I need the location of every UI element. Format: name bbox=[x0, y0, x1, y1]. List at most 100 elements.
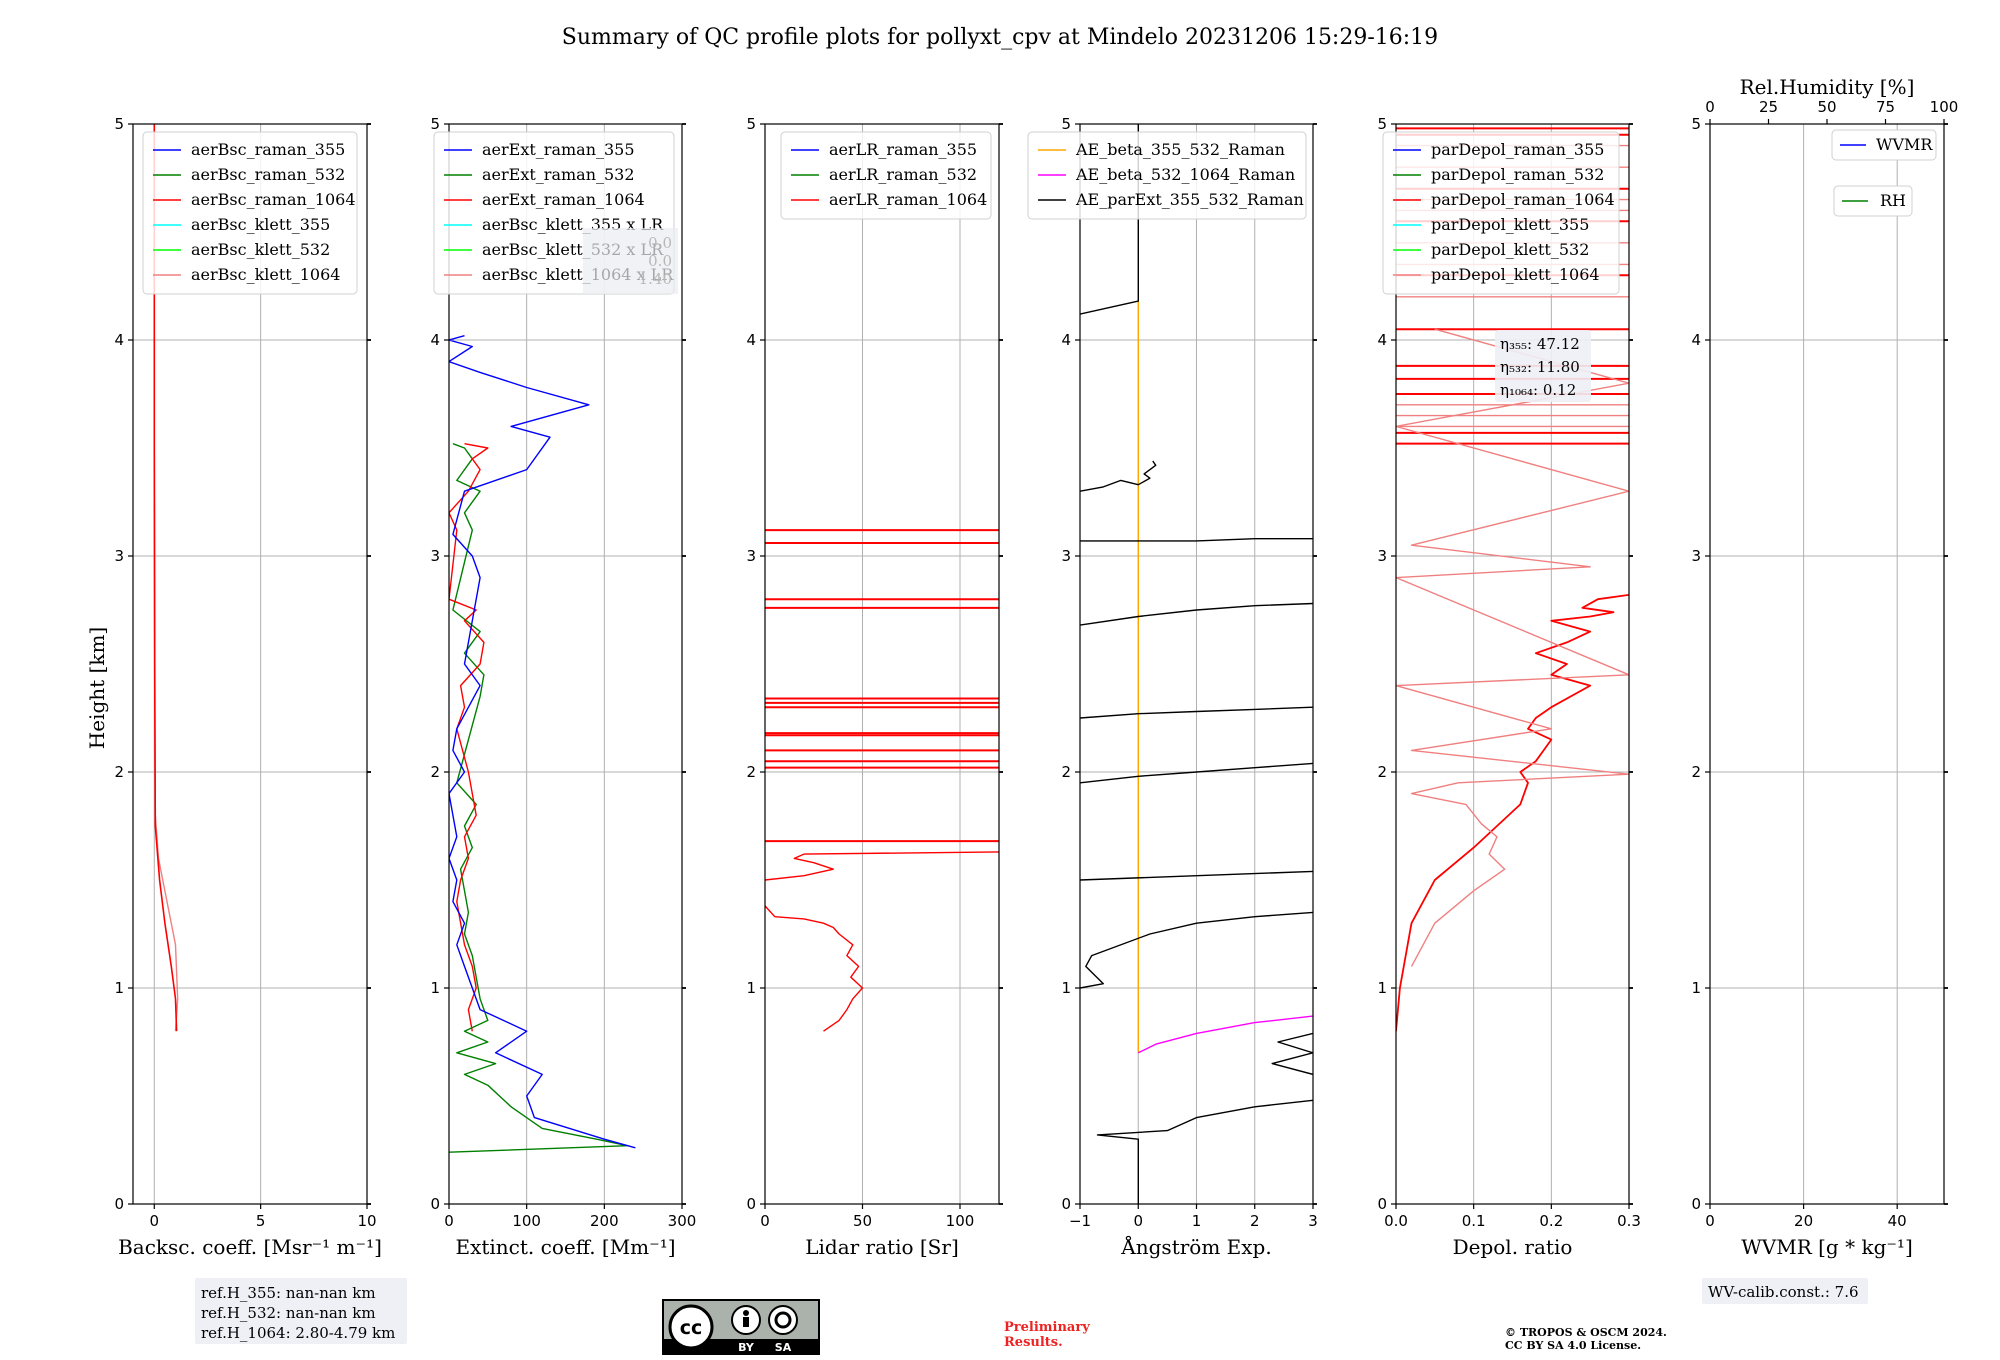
y-tick-label: 4 bbox=[746, 331, 756, 349]
series-AE_beta_532_1064_Raman bbox=[1137, 1015, 1313, 1054]
by-person-head bbox=[743, 1310, 749, 1316]
x-tick-label: 3 bbox=[1308, 1212, 1318, 1230]
y-tick-label: 4 bbox=[1061, 331, 1071, 349]
x-tick-label: 0.2 bbox=[1539, 1212, 1563, 1230]
y-tick-label: 0 bbox=[1377, 1195, 1387, 1213]
panel-depol: 0.0 0.1 0.2 0.3 0 1 2 3 4 5 Depol. ratio parDepol_r… bbox=[1377, 115, 1640, 1259]
x-axis-label-wvmr: WVMR [g * kg⁻¹] bbox=[1741, 1235, 1913, 1259]
top-x-tick-label: 100 bbox=[1930, 98, 1959, 116]
cc-license-badge: cc BY SA bbox=[662, 1299, 820, 1355]
axes-frame bbox=[448, 123, 683, 1205]
legend-entry: aerExt_raman_1064 bbox=[482, 190, 645, 209]
x-axis-label-backscatter: Backsc. coeff. [Msr⁻¹ m⁻¹] bbox=[118, 1235, 382, 1259]
series-AE_parExt_seg2 bbox=[1271, 1032, 1313, 1076]
series-AE_parExt_seg1 bbox=[1096, 1099, 1313, 1204]
y-tick-label: 0 bbox=[430, 1195, 440, 1213]
ref-h-532: ref.H_532: nan-nan km bbox=[201, 1304, 376, 1322]
x-tick-label: 40 bbox=[1888, 1212, 1907, 1230]
plot-area-extinction bbox=[449, 335, 636, 1153]
series-AE_parExt_seg6 bbox=[1080, 706, 1313, 719]
y-tick-label: 3 bbox=[1377, 547, 1387, 565]
y-tick-label: 2 bbox=[430, 763, 440, 781]
y-tick-label: 3 bbox=[430, 547, 440, 565]
legend-entry: aerBsc_klett_532 bbox=[191, 240, 330, 259]
legend-entry: parDepol_raman_532 bbox=[1431, 165, 1604, 184]
y-tick-label: 4 bbox=[1377, 331, 1387, 349]
x-tick-label: 0.3 bbox=[1617, 1212, 1641, 1230]
x-axis-label-angstrom: Ångström Exp. bbox=[1120, 1234, 1271, 1259]
series-AE_parExt_seg8 bbox=[1080, 538, 1313, 542]
series-AE_parExt_seg9 bbox=[1080, 460, 1157, 492]
legend-entry: aerBsc_klett_355 bbox=[191, 215, 330, 234]
legend-entry: parDepol_raman_1064 bbox=[1431, 190, 1615, 209]
legend-box bbox=[780, 131, 992, 220]
y-tick-label: 1 bbox=[1061, 979, 1071, 997]
y-axis-label: Height [km] bbox=[85, 627, 109, 749]
x-tick-label: 100 bbox=[512, 1212, 541, 1230]
cc-glyph: cc bbox=[680, 1317, 703, 1339]
hidden-info-bg bbox=[583, 228, 678, 294]
legend-entry: aerBsc_raman_532 bbox=[191, 165, 345, 184]
wv-calib-bg bbox=[1702, 1278, 1868, 1304]
y-tick-label: 5 bbox=[1061, 115, 1071, 133]
x-tick-label: 300 bbox=[668, 1212, 697, 1230]
copyright-line2: CC BY SA 4.0 License. bbox=[1505, 1339, 1641, 1352]
axes-frame bbox=[764, 123, 1000, 1205]
legend-backscatter: aerBsc_raman_355 aerBsc_raman_532 aerBsc_r… bbox=[142, 131, 358, 295]
y-tick-label: 2 bbox=[1061, 763, 1071, 781]
ref-heights-bg bbox=[195, 1278, 407, 1344]
top-x-tick-label: 50 bbox=[1817, 98, 1836, 116]
y-tick-label: 4 bbox=[430, 331, 440, 349]
panel-lidar_ratio: 0 50 100 0 1 2 3 4 5 Lidar ratio [Sr] aerLR_raman_… bbox=[746, 115, 1003, 1259]
legend-angstrom: AE_beta_355_532_Raman AE_beta_532_1064_Ra… bbox=[1027, 131, 1307, 220]
x-tick-label: 0.1 bbox=[1462, 1212, 1486, 1230]
x-tick-label: 0 bbox=[444, 1212, 454, 1230]
legend-entry: aerExt_raman_532 bbox=[482, 165, 635, 184]
eta-label: η₅₃₂: 11.80 bbox=[1500, 358, 1580, 376]
y-tick-label: 0 bbox=[1061, 1195, 1071, 1213]
x-tick-label: 0 bbox=[760, 1212, 770, 1230]
x-tick-label: 0.0 bbox=[1384, 1212, 1408, 1230]
y-tick-label: 4 bbox=[1691, 331, 1701, 349]
legend-entry: parDepol_klett_1064 bbox=[1431, 265, 1600, 284]
wv-calib-text: WV-calib.const.: 7.6 bbox=[1708, 1283, 1859, 1301]
x-tick-label: −1 bbox=[1069, 1212, 1091, 1230]
series-AE_parExt_seg7 bbox=[1080, 602, 1313, 626]
hidden-info-line: 1.40 bbox=[639, 270, 672, 288]
preliminary-line1: Preliminary bbox=[1004, 1320, 1090, 1335]
x-tick-label: 50 bbox=[853, 1212, 872, 1230]
x-tick-label: 20 bbox=[1794, 1212, 1813, 1230]
ref-h-1064: ref.H_1064: 2.80-4.79 km bbox=[201, 1324, 395, 1342]
panel-extinction: 0 100 200 300 0 1 2 3 4 5 Extinct. coeff. [Mm⁻¹] ae… bbox=[430, 115, 696, 1259]
legend-box bbox=[1382, 131, 1620, 295]
y-tick-label: 2 bbox=[114, 763, 124, 781]
series-AE_parExt_seg5 bbox=[1080, 762, 1313, 784]
plot-area-backscatter bbox=[153, 124, 179, 1032]
series-AE_parExt_seg4 bbox=[1080, 870, 1313, 881]
series-aerExt_raman_355 bbox=[449, 335, 636, 1149]
series-aerExt_raman_532 bbox=[449, 443, 629, 1153]
x-axis-label-depol: Depol. ratio bbox=[1453, 1235, 1573, 1259]
legend-entry-wvmr: WVMR bbox=[1876, 135, 1933, 154]
y-tick-label: 2 bbox=[1377, 763, 1387, 781]
eta-bg bbox=[1495, 330, 1591, 402]
legend-box-rh bbox=[1833, 185, 1913, 217]
y-tick-label: 5 bbox=[1377, 115, 1387, 133]
y-tick-label: 3 bbox=[1691, 547, 1701, 565]
x-axis-label-lidar_ratio: Lidar ratio [Sr] bbox=[805, 1235, 959, 1259]
top-x-tick-label: 0 bbox=[1705, 98, 1715, 116]
y-tick-label: 0 bbox=[746, 1195, 756, 1213]
series-aerBsc_raman_1064 bbox=[153, 124, 178, 1032]
x-axis-label-extinction: Extinct. coeff. [Mm⁻¹] bbox=[455, 1235, 675, 1259]
hidden-info-line: 0.0 bbox=[648, 252, 672, 270]
plot-area-lidar_ratio bbox=[765, 529, 999, 1032]
top-axis-label: Rel.Humidity [%] bbox=[1740, 75, 1915, 99]
x-tick-label: 200 bbox=[590, 1212, 619, 1230]
y-tick-label: 3 bbox=[1061, 547, 1071, 565]
eta-label: η₁₀₆₄: 0.12 bbox=[1500, 381, 1576, 399]
y-tick-label: 3 bbox=[114, 547, 124, 565]
y-tick-label: 5 bbox=[430, 115, 440, 133]
y-tick-label: 3 bbox=[746, 547, 756, 565]
x-tick-label: 0 bbox=[1705, 1212, 1715, 1230]
